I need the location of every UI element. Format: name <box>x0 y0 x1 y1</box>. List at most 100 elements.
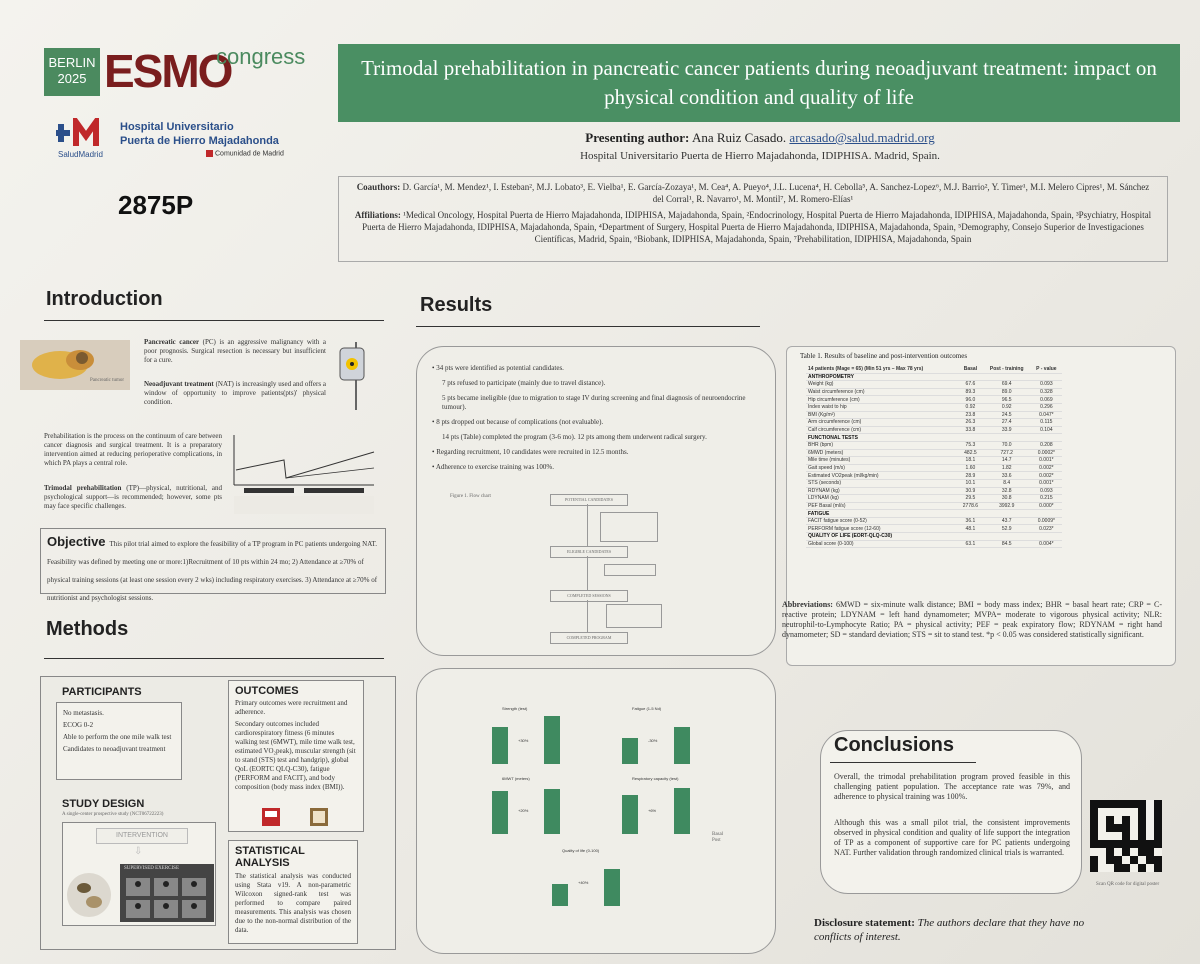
statistics-title: STATISTICAL ANALYSIS <box>235 845 305 869</box>
chart-title: Fatigue (1-5 Nd) <box>632 706 662 711</box>
table-cell: 0.047* <box>1030 411 1062 420</box>
table-row: LDYNAM (kg) 29.5 30.8 0.215 <box>806 494 1062 503</box>
presenting-email-link[interactable]: arcasado@salud.madrid.org <box>789 130 935 145</box>
intro-nat-lead: Neoadjuvant treatment <box>144 380 214 388</box>
table-cell: Gait speed (m/s) <box>806 464 959 473</box>
table-cell: 26.3 <box>958 418 983 427</box>
conclusions-rule <box>830 762 976 763</box>
result-bullet-text: 34 pts were identified as potential cand… <box>436 364 564 372</box>
table-section-row: FUNCTIONAL TESTS <box>806 433 1062 442</box>
study-design-title: STUDY DESIGN <box>62 798 145 810</box>
table-cell: 24.5 <box>982 411 1031 420</box>
table-row: FACIT fatigue score (0-52) 36.1 43.7 0.0009… <box>806 517 1062 526</box>
iv-bag-icon <box>339 342 365 410</box>
participant-criterion: Able to perform the one mile walk test <box>63 733 172 741</box>
affiliations-label: Affiliations: <box>354 210 401 220</box>
table-cell: 0.001* <box>1030 479 1062 488</box>
result-subline: 14 pts (Table) completed the program (3-… <box>442 433 707 441</box>
table-cell: BHR (bpm) <box>806 441 959 450</box>
result-subline: 5 pts became ineligible (due to migratio… <box>442 394 746 411</box>
coauthors-box: Coauthors: D. García¹, M. Mendez¹, I. Es… <box>338 176 1168 262</box>
bar-post <box>544 716 560 764</box>
table-cell: 63.1 <box>958 540 983 549</box>
flow-box: COMPLETED SESSIONS <box>550 590 628 602</box>
table-cell: 727.2 <box>982 449 1031 458</box>
results-flow-panel <box>416 346 776 656</box>
participants-box: No metastasis. ECOG 0-2 Able to perform … <box>56 702 182 780</box>
table-row: Estimated VO2peak (ml/kg/min) 28.9 33.6 0.0… <box>806 471 1062 480</box>
table-cell: Arm circumference (cm) <box>806 418 959 427</box>
study-design-sub: A single-center prospective study (NCT06… <box>62 812 164 817</box>
bar-basal <box>492 726 508 764</box>
table-row: PERFORM fatigue score (12-60) 48.1 52.9 0.0… <box>806 524 1062 534</box>
table-cell: 482.5 <box>958 449 983 458</box>
flow-dropout-box <box>604 564 656 576</box>
table-cell: 0.215 <box>1030 494 1062 503</box>
table-cell: 14.7 <box>982 456 1031 465</box>
chart-legend: Basal Post <box>712 832 723 844</box>
table-cell: 3992.9 <box>982 502 1031 511</box>
salud-madrid-label: SaludMadrid <box>58 150 103 159</box>
poster-id: 2875P <box>118 190 194 220</box>
table-cell: 84.5 <box>982 540 1031 549</box>
hospital-name-line2: Puerta de Hierro Majadahonda <box>120 135 279 147</box>
hospital-name: Hospital Universitario Puerta de Hierro … <box>120 120 279 148</box>
results-bullets: • 34 pts were identified as potential ca… <box>432 364 762 472</box>
table-row: RDYNAM (kg) 30.9 32.8 0.093 <box>806 487 1062 496</box>
table-cell: LDYNAM (kg) <box>806 494 959 503</box>
table-cell: 33.6 <box>982 471 1031 480</box>
conclusions-title: Conclusions <box>834 734 955 756</box>
table-cell: 96.5 <box>982 395 1031 404</box>
flow-surgery-box <box>606 604 662 628</box>
table-row: PEF Basal (ml/s) 2778.6 3992.9 0.000* <box>806 502 1062 511</box>
qr-caption: Scan QR code for digital poster <box>1096 882 1160 887</box>
table-cell: Waist circumference (cm) <box>806 388 959 397</box>
table-row: Arm circumference (cm) 26.3 27.4 0.115 <box>806 418 1062 427</box>
disclosure-text: The authors declare that they have no co… <box>814 917 1085 943</box>
presenting-label: Presenting author: <box>585 130 690 145</box>
table-cell: 0.104 <box>1030 426 1062 435</box>
table-title: Table 1. Results of baseline and post-in… <box>800 352 968 360</box>
statistics-text: The statistical analysis was conducted u… <box>235 872 351 934</box>
table-cell: 36.1 <box>958 517 983 526</box>
intro-tp-lead: Trimodal prehabilitation <box>44 484 122 492</box>
table-cell: 33.9 <box>982 426 1031 435</box>
flow-connector <box>587 600 588 632</box>
statistics-box: STATISTICAL ANALYSIS The statistical ana… <box>228 840 358 944</box>
intro-nat-text: (NAT) is increasingly used and offers a … <box>144 380 326 406</box>
bar-basal <box>552 884 568 906</box>
exercise-icons <box>126 878 206 918</box>
table-section-label: QUALITY OF LIFE (EORT-QLQ-C30) <box>806 532 1062 541</box>
flow-box: ELIGIBLE CANDIDATES <box>550 546 628 558</box>
table-cell: 32.8 <box>982 487 1031 496</box>
table-cell: 52.9 <box>982 524 1031 534</box>
chart-delta-label: +40% <box>578 880 589 885</box>
table-cell: 29.5 <box>958 494 983 503</box>
intervention-label: INTERVENTION <box>96 828 188 844</box>
intro-tp-text: (TP)—physical, nutritional, and psycholo… <box>44 484 222 510</box>
table-row: Waist circumference (cm) 89.3 89.0 0.328 <box>806 388 1062 397</box>
results-charts-panel <box>416 668 776 954</box>
bar-post <box>674 787 690 834</box>
table-row: Global score (0-100) 63.1 84.5 0.004* <box>806 540 1062 549</box>
table-cell: Global score (0-100) <box>806 540 959 549</box>
table-cell: 48.1 <box>958 524 983 534</box>
table-cell: 0.002* <box>1030 464 1062 473</box>
pancreas-image-icon <box>20 340 130 390</box>
bar-basal <box>492 791 508 834</box>
table-cell: STS (seconds) <box>806 479 959 488</box>
chart-title: 6MWT (meters) <box>502 776 530 781</box>
flow-connector <box>587 504 588 546</box>
table-row: Weight (kg) 67.6 69.4 0.093 <box>806 380 1062 389</box>
chart-title: Quality of life (0-100) <box>562 848 600 853</box>
hospital-name-line1: Hospital Universitario <box>120 121 234 133</box>
qr-code-icon[interactable] <box>1090 800 1162 872</box>
disclosure: Disclosure statement: The authors declar… <box>814 916 1114 944</box>
table-cell: 0.004* <box>1030 540 1062 549</box>
intro-pc-text: (PC) is an aggressive malignancy with a … <box>144 338 326 364</box>
table-cell: 6MWD (meters) <box>806 449 959 458</box>
table-section-label: ANTHROPOMETRY <box>806 373 1062 382</box>
abbreviations-text: 6MWD = six-minute walk distance; BMI = b… <box>782 600 1162 639</box>
participant-criterion: Candidates to neoadjuvant treatment <box>63 745 166 753</box>
intro-pc-paragraph: Pancreatic cancer (PC) is an aggressive … <box>144 338 326 365</box>
